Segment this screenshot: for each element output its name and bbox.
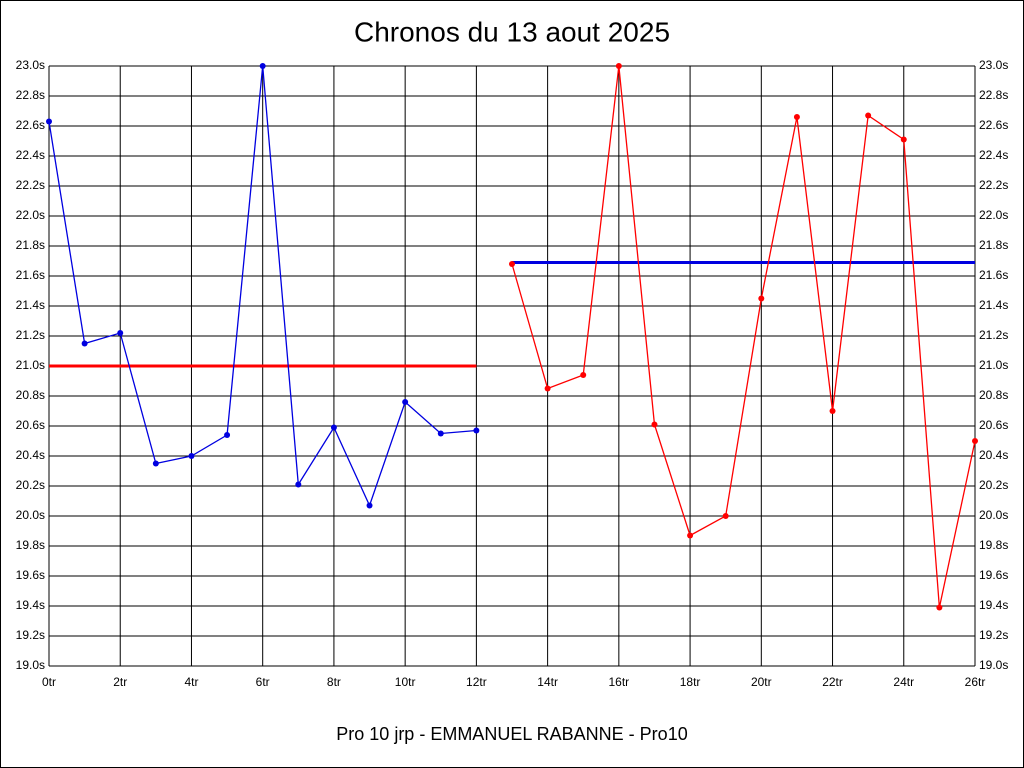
y-tick-label-right: 19.6s	[979, 568, 1008, 582]
y-tick-label-right: 20.4s	[979, 448, 1008, 462]
y-tick-label: 22.0s	[16, 208, 45, 222]
x-tick-label: 26tr	[965, 675, 986, 689]
y-tick-label: 20.4s	[16, 448, 45, 462]
y-tick-label-right: 19.2s	[979, 628, 1008, 642]
x-tick-label: 4tr	[184, 675, 198, 689]
y-tick-label-right: 22.8s	[979, 88, 1008, 102]
data-point	[509, 261, 515, 267]
y-tick-label-right: 21.6s	[979, 268, 1008, 282]
data-point	[152, 460, 159, 467]
y-tick-label: 21.4s	[16, 298, 45, 312]
y-tick-label: 22.8s	[16, 88, 45, 102]
y-tick-label: 21.0s	[16, 358, 45, 372]
y-tick-label: 22.4s	[16, 148, 45, 162]
data-point	[224, 432, 231, 438]
x-tick-label: 20tr	[751, 675, 772, 689]
y-tick-label-right: 20.0s	[979, 508, 1008, 522]
data-point	[936, 604, 943, 611]
data-point	[473, 427, 480, 434]
y-tick-label-right: 21.4s	[979, 298, 1008, 312]
x-tick-label: 18tr	[680, 675, 701, 689]
y-tick-label: 20.6s	[16, 418, 45, 432]
y-tick-label-right: 22.2s	[979, 178, 1008, 192]
y-tick-label: 21.8s	[16, 238, 45, 252]
y-tick-label-right: 19.4s	[979, 598, 1008, 612]
y-tick-label-right: 19.0s	[979, 658, 1008, 672]
data-point	[544, 385, 551, 392]
data-point	[687, 532, 694, 539]
y-tick-label-right: 22.6s	[979, 118, 1008, 132]
y-tick-label-right: 20.2s	[979, 478, 1008, 492]
data-point	[295, 481, 302, 488]
y-tick-label-right: 23.0s	[979, 58, 1008, 72]
x-tick-label: 16tr	[609, 675, 630, 689]
x-tick-label: 10tr	[395, 675, 416, 689]
data-point	[793, 114, 800, 120]
y-tick-label-right: 21.0s	[979, 358, 1008, 372]
data-point	[46, 118, 52, 125]
data-point	[758, 295, 765, 302]
data-point	[580, 372, 587, 378]
data-point	[330, 424, 337, 431]
data-point	[188, 453, 195, 459]
y-tick-label: 22.6s	[16, 118, 45, 132]
data-point	[972, 438, 978, 444]
data-point	[259, 63, 266, 69]
data-point	[117, 330, 124, 336]
x-tick-label: 22tr	[822, 675, 843, 689]
y-tick-label: 23.0s	[16, 58, 45, 72]
y-tick-label-right: 21.8s	[979, 238, 1008, 252]
x-tick-label: 6tr	[256, 675, 270, 689]
y-tick-label: 19.8s	[16, 538, 45, 552]
x-tick-label: 0tr	[42, 675, 56, 689]
x-tick-label: 12tr	[466, 675, 487, 689]
y-tick-label-right: 20.6s	[979, 418, 1008, 432]
x-tick-label: 24tr	[893, 675, 914, 689]
y-tick-label: 19.4s	[16, 598, 45, 612]
data-point	[651, 421, 658, 428]
data-point	[615, 63, 622, 69]
y-tick-label: 19.0s	[16, 658, 45, 672]
y-tick-label: 19.6s	[16, 568, 45, 582]
y-tick-label-right: 20.8s	[979, 388, 1008, 402]
y-tick-label: 19.2s	[16, 628, 45, 642]
y-tick-label: 20.8s	[16, 388, 45, 402]
x-tick-label: 14tr	[537, 675, 558, 689]
data-point	[366, 502, 373, 509]
y-tick-label: 22.2s	[16, 178, 45, 192]
y-tick-label-right: 22.0s	[979, 208, 1008, 222]
x-tick-label: 2tr	[113, 675, 127, 689]
y-tick-label: 21.2s	[16, 328, 45, 342]
data-point	[437, 430, 444, 437]
series-line	[511, 65, 976, 608]
y-tick-label: 20.0s	[16, 508, 45, 522]
y-tick-label: 20.2s	[16, 478, 45, 492]
x-tick-label: 8tr	[327, 675, 341, 689]
data-point	[829, 408, 836, 414]
data-point	[865, 112, 872, 119]
y-tick-label-right: 22.4s	[979, 148, 1008, 162]
data-point	[900, 136, 907, 143]
chart-title: Chronos du 13 aout 2025	[354, 16, 670, 47]
data-point	[402, 399, 409, 405]
data-point	[722, 513, 729, 519]
y-tick-label-right: 19.8s	[979, 538, 1008, 552]
y-tick-label-right: 21.2s	[979, 328, 1008, 342]
data-point	[81, 340, 88, 347]
chart-footer: Pro 10 jrp - EMMANUEL RABANNE - Pro10	[336, 724, 687, 744]
y-tick-label: 21.6s	[16, 268, 45, 282]
